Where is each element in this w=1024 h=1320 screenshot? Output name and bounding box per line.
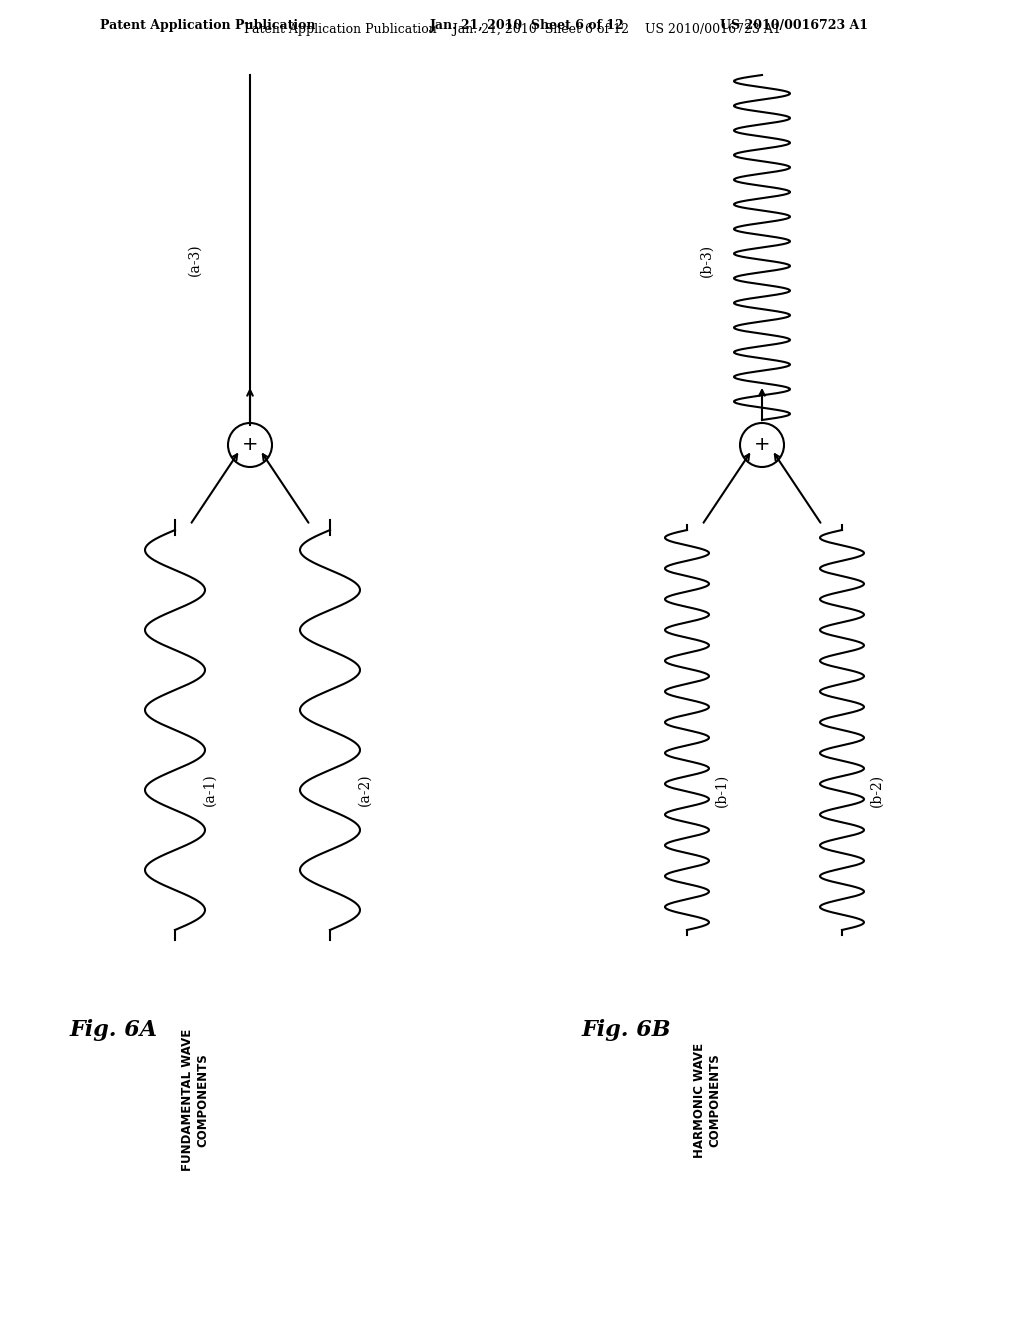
- Text: (a-3): (a-3): [188, 244, 202, 276]
- Text: +: +: [242, 436, 258, 454]
- Text: Jan. 21, 2010  Sheet 6 of 12: Jan. 21, 2010 Sheet 6 of 12: [430, 18, 625, 32]
- Text: (a-1): (a-1): [203, 774, 217, 807]
- Text: FUNDAMENTAL WAVE
COMPONENTS: FUNDAMENTAL WAVE COMPONENTS: [181, 1028, 209, 1171]
- Text: Patent Application Publication: Patent Application Publication: [100, 18, 315, 32]
- Text: (b-1): (b-1): [715, 774, 729, 807]
- Text: HARMONIC WAVE
COMPONENTS: HARMONIC WAVE COMPONENTS: [693, 1043, 721, 1158]
- Text: Patent Application Publication    Jan. 21, 2010  Sheet 6 of 12    US 2010/001672: Patent Application Publication Jan. 21, …: [244, 24, 780, 37]
- Text: (a-2): (a-2): [358, 774, 372, 807]
- Text: (b-3): (b-3): [700, 243, 714, 277]
- Text: (b-2): (b-2): [870, 774, 884, 807]
- Text: Fig. 6B: Fig. 6B: [582, 1019, 672, 1041]
- Text: US 2010/0016723 A1: US 2010/0016723 A1: [720, 18, 868, 32]
- Text: Fig. 6A: Fig. 6A: [70, 1019, 158, 1041]
- Text: +: +: [754, 436, 770, 454]
